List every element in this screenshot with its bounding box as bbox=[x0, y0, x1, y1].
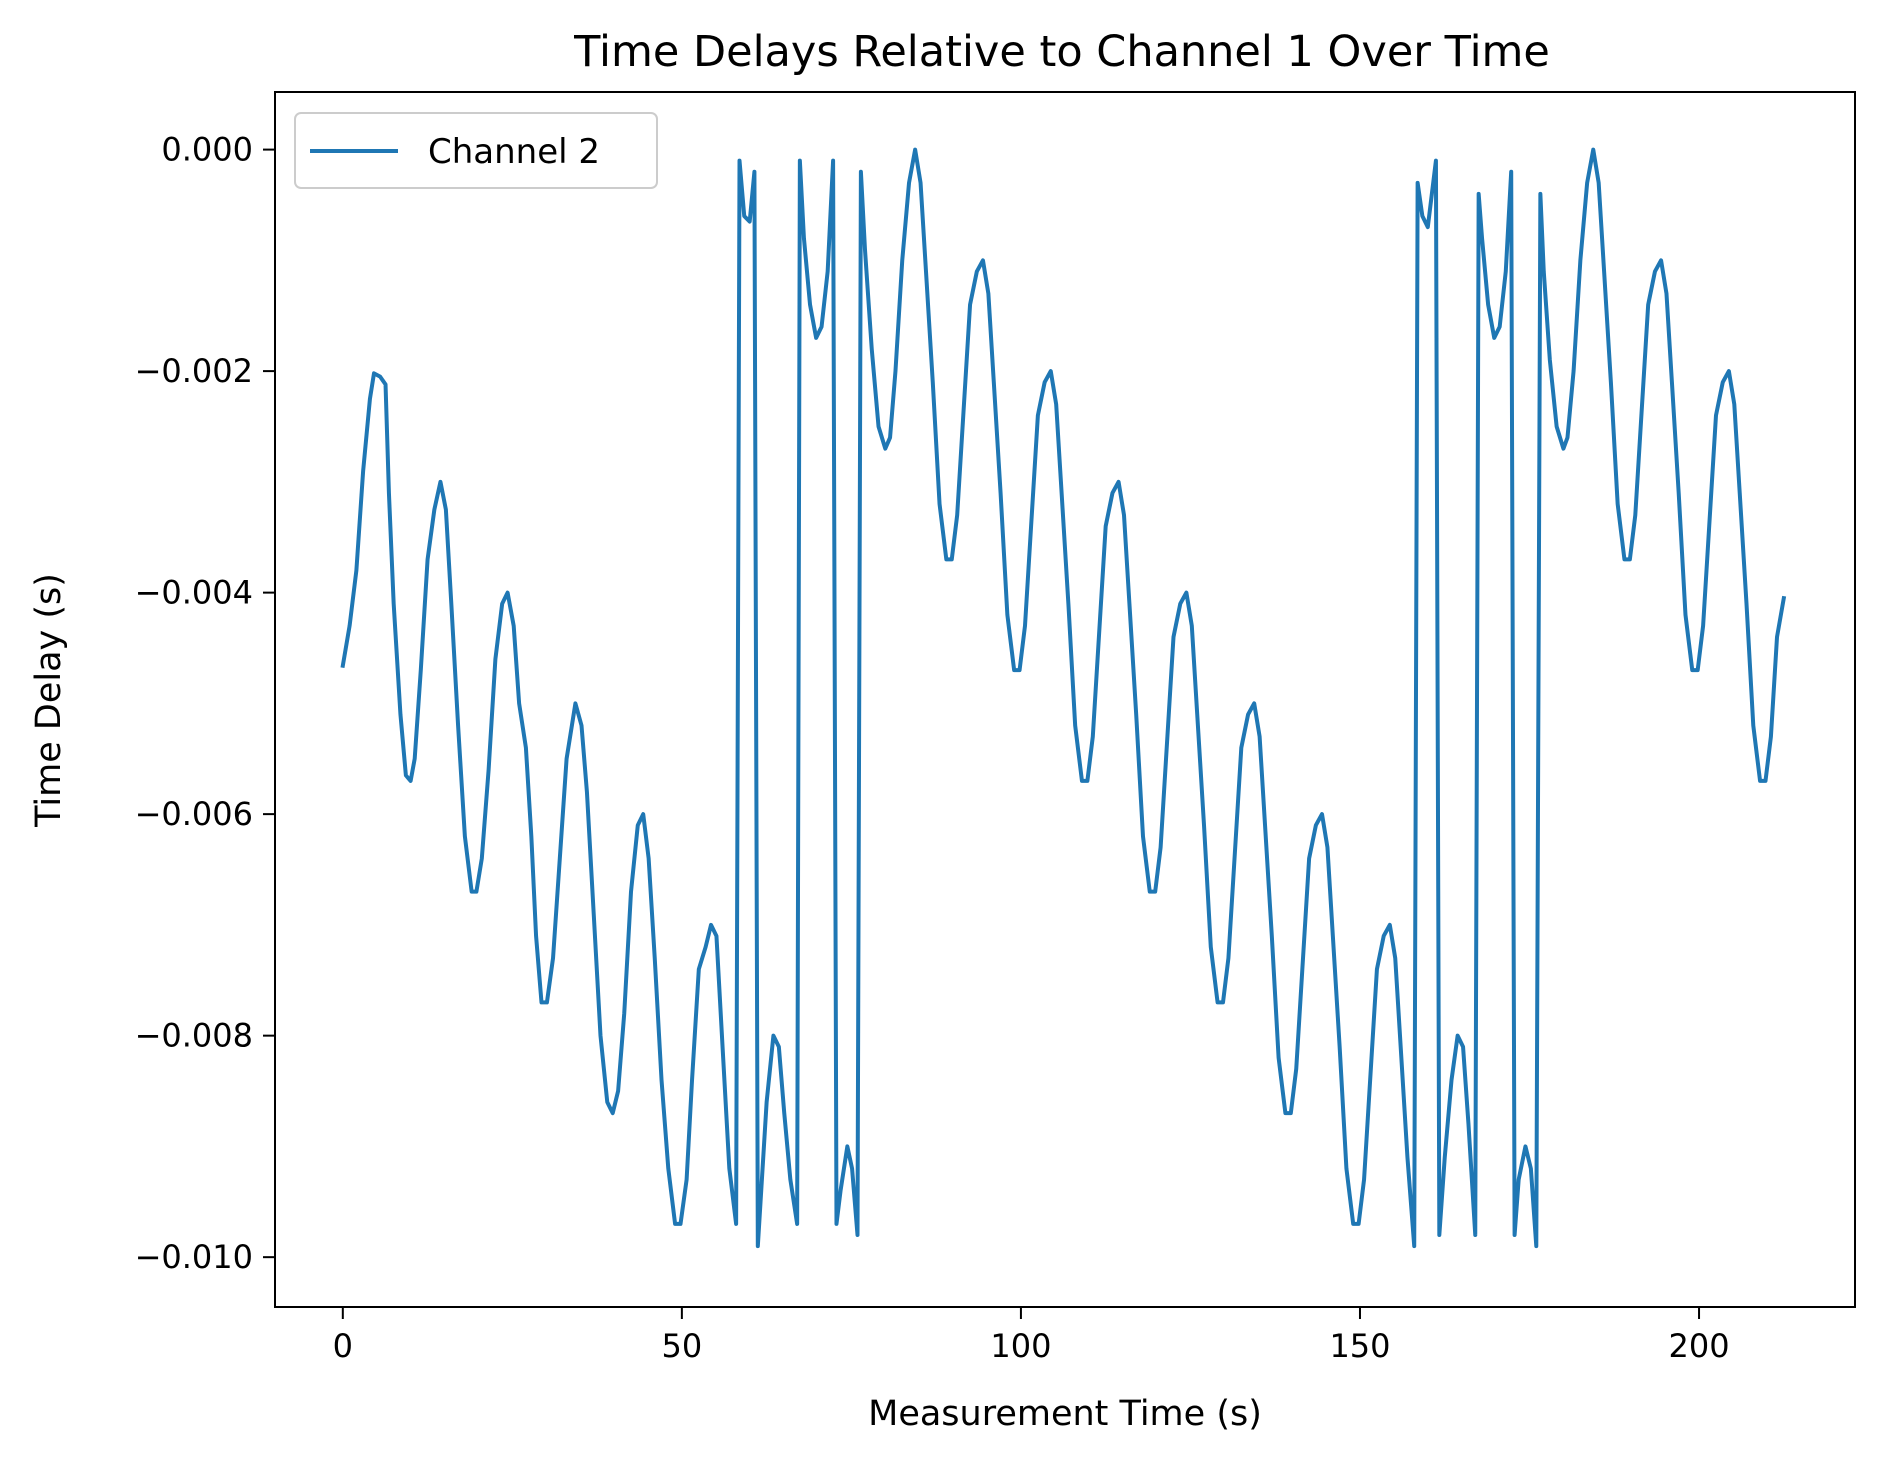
chart-title: Time Delays Relative to Channel 1 Over T… bbox=[573, 27, 1550, 77]
legend: Channel 2 bbox=[294, 112, 658, 189]
plot-frame bbox=[274, 91, 1856, 1308]
y-axis: 0.000 −0.002 −0.004 −0.006 −0.008 −0.010 bbox=[135, 131, 275, 1276]
y-tick-label: −0.008 bbox=[135, 1017, 253, 1055]
x-axis: 0 50 100 150 200 bbox=[333, 1307, 1730, 1365]
y-tick-label: 0.000 bbox=[161, 131, 253, 169]
y-tick-label: −0.002 bbox=[135, 352, 253, 390]
y-axis-label: Time Delay (s) bbox=[29, 573, 69, 828]
x-tick-label: 100 bbox=[990, 1327, 1051, 1365]
x-axis-label: Measurement Time (s) bbox=[868, 1394, 1262, 1434]
x-tick-label: 150 bbox=[1329, 1327, 1390, 1365]
y-tick-label: −0.010 bbox=[135, 1238, 253, 1276]
y-tick-label: −0.004 bbox=[135, 574, 253, 612]
legend-label-channel-2: Channel 2 bbox=[428, 132, 600, 172]
x-tick-label: 0 bbox=[333, 1327, 353, 1365]
series-line-channel-2 bbox=[340, 147, 1787, 1249]
y-tick-label: −0.006 bbox=[135, 795, 253, 833]
x-tick-label: 50 bbox=[662, 1327, 703, 1365]
x-tick-label: 200 bbox=[1668, 1327, 1729, 1365]
legend-frame bbox=[294, 112, 658, 189]
